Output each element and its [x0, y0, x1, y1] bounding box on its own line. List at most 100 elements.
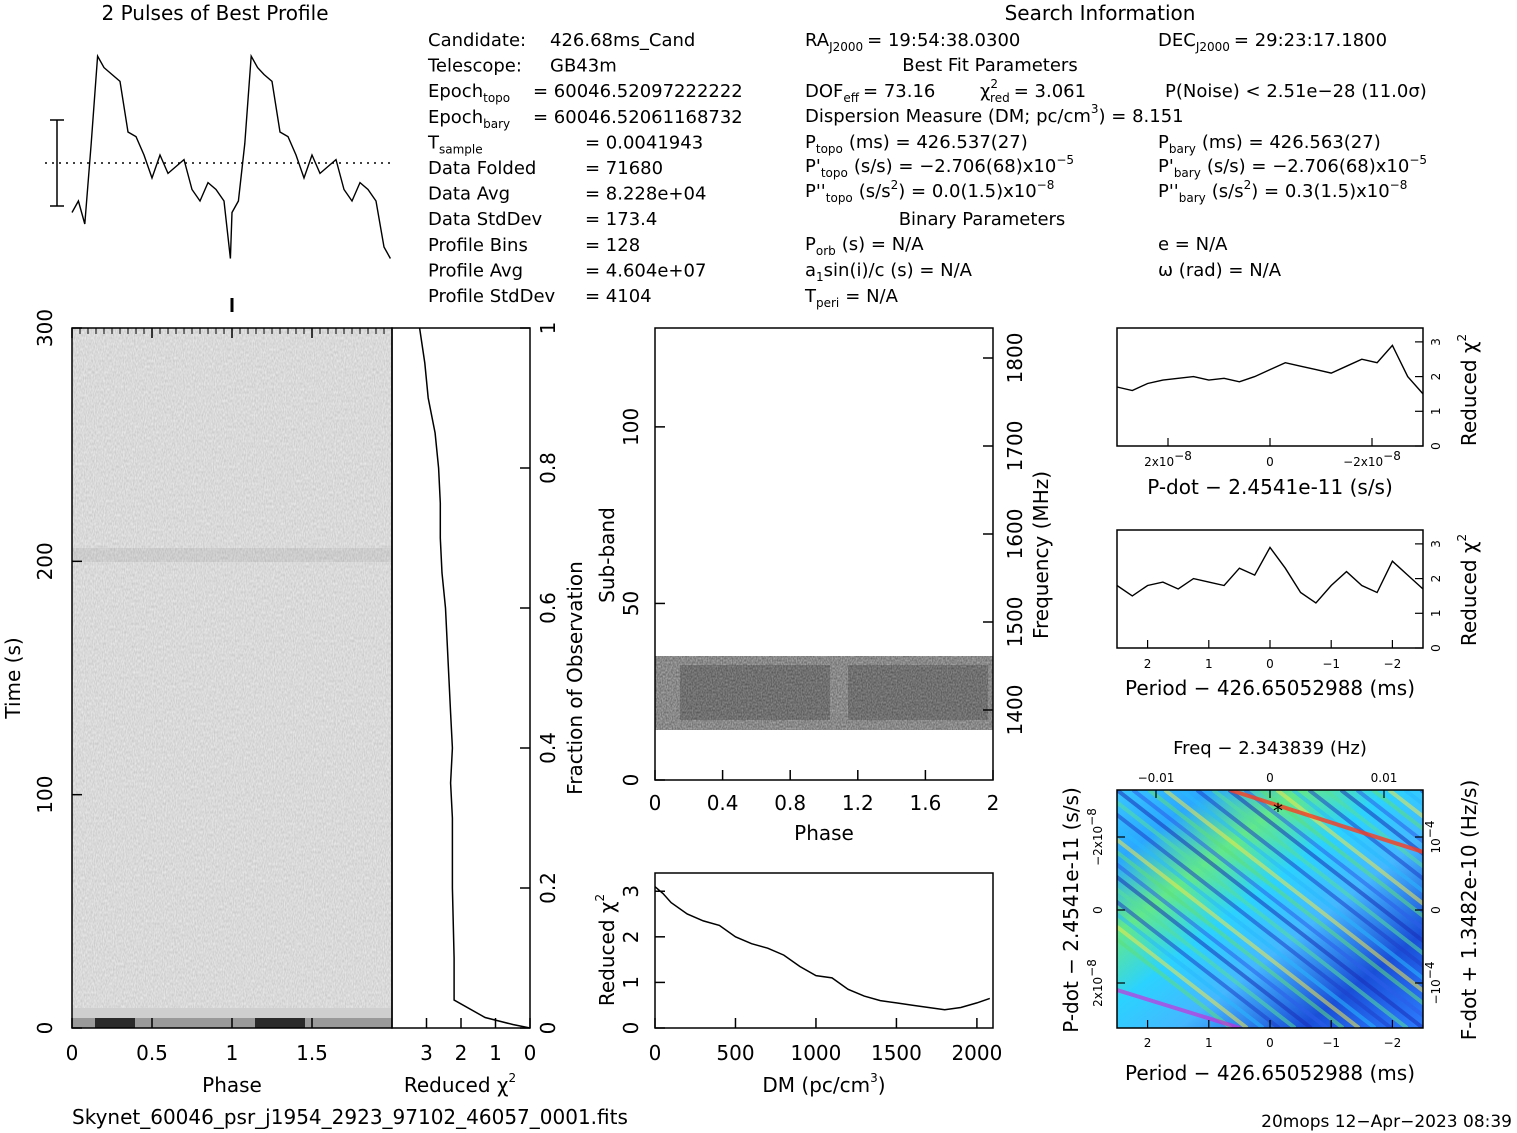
- tp-x-tick-label: 1.5: [296, 1041, 328, 1065]
- sb-x-tick-label: 0.4: [707, 791, 739, 815]
- ptopo-line: Ptopo (ms) = 426.537(27): [805, 132, 1028, 156]
- porb-line: Porb (s) = N/A: [805, 234, 924, 258]
- panel-y-tick-label: 0: [1429, 644, 1443, 652]
- pdot-chi2-plot: 2x10−8 0 −2x10−8 0 1 2 3 P-dot − 2.4541e-11 (s…: [1116, 327, 1481, 499]
- tchi-x-tick-label: 1: [489, 1041, 502, 1065]
- candidate-info-label: Data StdDev: [428, 209, 543, 230]
- tp-y-tick-label: 200: [33, 542, 57, 580]
- panel-x-tick-label: −2: [1384, 657, 1402, 671]
- pp-map-stripe: [1179, 790, 1423, 981]
- pp-y-tick-label: 0: [1091, 906, 1105, 914]
- tchi-x-tick-label: 2: [455, 1041, 468, 1065]
- a1-line: a1sin(i)/c (s) = N/A: [805, 260, 973, 284]
- pp-y2-tick-label: −10−4: [1423, 961, 1443, 1004]
- dm-y-tick-label: 2: [619, 930, 643, 943]
- candidate-info-label: Candidate:: [428, 30, 526, 51]
- candidate-info-value: = 0.0041943: [585, 132, 703, 153]
- dm-chi2-xlabel: DM (pc/cm3): [762, 1071, 885, 1097]
- pp-map-stripe: [1211, 790, 1423, 956]
- time-phase-ticks: 0 0.5 1 1.5 0 100 200 300: [33, 309, 393, 1065]
- pp-map-stripe: [1117, 936, 1233, 1028]
- period-chi2-ticks: 2 1 0 −1 −2 0 1 2 3: [1144, 540, 1443, 671]
- time-chi2-xlabel: Reduced χ2: [404, 1071, 516, 1097]
- tchi-y-tick-label: 0.4: [536, 732, 560, 764]
- pp-y2-tick-label: 0: [1429, 906, 1443, 914]
- sb-x-tick-label: 2: [987, 791, 1000, 815]
- footer-filename: Skynet_60046_psr_j1954_2923_97102_46057_…: [72, 1105, 628, 1129]
- time-phase-ylabel: Time (s): [1, 637, 25, 719]
- panel-y-tick-label: 3: [1429, 540, 1443, 548]
- pp-map-stripe: [1243, 790, 1423, 931]
- tp-y-tick-label: 300: [33, 309, 57, 347]
- sb-y-tick-label: 0: [619, 774, 643, 787]
- pp-map-stripe: [1291, 790, 1423, 894]
- tperi-line: Tperi = N/A: [804, 286, 899, 310]
- subband-phase-plot: 0 0.4 0.8 1.2 1.6 2 0 50 100 1400 1500 1600 1700 1800…: [595, 327, 1053, 845]
- period-chi2-plot: 2 1 0 −1 −2 0 1 2 3 Period − 426.65052988 (ms) R…: [1116, 529, 1481, 700]
- candidate-info-value: = 8.228e+04: [585, 184, 706, 205]
- pp-map-stripe: [1259, 790, 1423, 919]
- binary-title: Binary Parameters: [899, 209, 1066, 230]
- panel-y-tick-label: 3: [1429, 338, 1443, 346]
- pp-map-stripe: [1339, 790, 1423, 857]
- tchi-y-tick-label: 0: [536, 1022, 560, 1035]
- subband-pulse-2: [848, 665, 988, 720]
- pp-map-best-marker: *: [1273, 799, 1283, 823]
- time-chi2-frame: [391, 327, 531, 1029]
- omega-line: ω (rad) = N/A: [1158, 260, 1282, 281]
- pp-x-tick-label: 0: [1266, 1036, 1274, 1050]
- candidate-info-label: Tsample: [427, 132, 483, 156]
- tchi-y-tick-label: 0.2: [536, 872, 560, 904]
- pp-top-tick-label: −0.01: [1138, 771, 1175, 785]
- panel-y-tick-label: 0: [1429, 442, 1443, 450]
- sb-y2-tick-label: 1500: [1003, 597, 1027, 648]
- sb-y-tick-label: 100: [619, 408, 643, 446]
- sb-y2-tick-label: 1800: [1003, 333, 1027, 384]
- pddot-topo-line: P''topo (s/s2) = 0.0(1.5)x10−8: [805, 178, 1054, 205]
- pp-map-stripe: [1117, 924, 1249, 1028]
- sb-x-tick-label: 1.6: [909, 791, 941, 815]
- panel-x-tick-label: −2x10−8: [1343, 449, 1401, 469]
- sb-x-tick-label: 1.2: [842, 791, 874, 815]
- dm-chi2-line: [654, 886, 991, 1011]
- pp-map-stripe: [1485, 790, 1517, 1028]
- time-phase-plot: 0 0.5 1 1.5 0 100 200 300 Phase Time (s): [1, 298, 393, 1097]
- panel-y-tick-label: 2: [1429, 575, 1443, 583]
- candidate-info: Candidate: 426.68ms_Cand Telescope: GB43m Ep…: [427, 30, 743, 307]
- pp-x-tick-label: −1: [1322, 1036, 1340, 1050]
- pp-map-stripe: [1117, 899, 1281, 1028]
- time-phase-band: [72, 548, 392, 562]
- time-phase-pulse-2: [255, 1018, 305, 1028]
- subband-pulse-1: [680, 665, 830, 720]
- tchi-x-tick-label: 3: [420, 1041, 433, 1065]
- pp-x-tick-label: 1: [1205, 1036, 1213, 1050]
- dm-x-tick-label: 2000: [951, 1041, 1002, 1065]
- pp-map-stripe: [1117, 862, 1329, 1028]
- sb-y2-tick-label: 1400: [1003, 685, 1027, 736]
- pp-map-stripe: [1117, 837, 1361, 1028]
- pp-map-stripe: [1117, 790, 1423, 1028]
- dm-y-tick-label: 3: [619, 885, 643, 898]
- pp-map-title: Freq − 2.343839 (Hz): [1173, 738, 1367, 759]
- candidate-info-value: = 71680: [585, 158, 663, 179]
- pp-map-stripes: [1117, 790, 1517, 1028]
- panel-x-tick-label: −1: [1322, 657, 1340, 671]
- pp-map-stripe: [1147, 790, 1423, 1006]
- panel-x-tick-label: 1: [1205, 657, 1213, 671]
- ra-line: RAJ2000 = 19:54:38.0300: [805, 30, 1020, 54]
- pp-map-ylabel: P-dot − 2.4541e-11 (s/s): [1059, 787, 1083, 1033]
- panel-y-tick-label: 1: [1429, 609, 1443, 617]
- pp-top-tick-label: 0.01: [1371, 771, 1398, 785]
- tchi-y-tick-label: 1: [536, 322, 560, 335]
- candidate-info-value: GB43m: [550, 56, 617, 77]
- pp-map-stripe: [1117, 849, 1345, 1028]
- pulse-profile-plot: [45, 53, 395, 259]
- pp-map-stripe: [1501, 790, 1517, 1028]
- dm-x-tick-label: 1500: [871, 1041, 922, 1065]
- candidate-info-value: = 60046.52097222222: [533, 81, 743, 102]
- pp-map-stripe: [1117, 911, 1265, 1028]
- search-title: Search Information: [1005, 1, 1196, 25]
- candidate-info-label: Epochtopo: [428, 81, 510, 105]
- pp-map-stripe: [1275, 790, 1423, 907]
